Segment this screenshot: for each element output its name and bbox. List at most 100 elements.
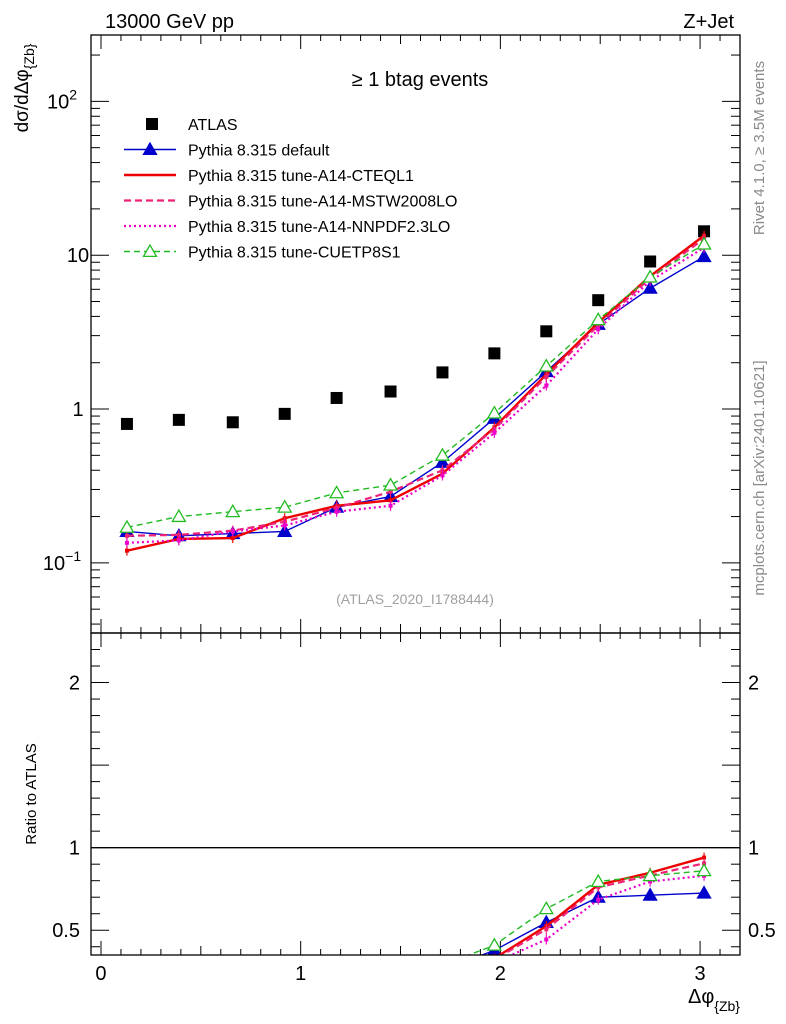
series-point-cuetp8s1	[538, 358, 554, 372]
ratio-tick-label: 0.5	[52, 920, 80, 942]
x-tick-label: 3	[694, 963, 705, 985]
series-line-nnpdf	[126, 246, 705, 544]
ratio-point-cuetp8s1	[538, 900, 554, 915]
series-line-default	[126, 255, 705, 537]
series-point-nnpdf	[544, 383, 549, 388]
ratio-point-nnpdf	[440, 975, 444, 979]
x-axis-label: Δφ{Zb}	[688, 986, 740, 1014]
series-point-cuetp8s1	[329, 485, 345, 499]
ratio-point-mstw	[177, 981, 181, 985]
series-point-mstw	[388, 489, 393, 494]
legend: ATLAS Pythia 8.315 default Pythia 8.315 tu…	[124, 117, 457, 262]
ratio-point-mstw	[125, 980, 129, 984]
series-point-cuetp8s1	[642, 269, 658, 283]
rivet-version-label: Rivet 4.1.0, ≥ 3.5M events	[751, 61, 768, 235]
legend-label: Pythia 8.315 tune-A14-CTEQL1	[188, 168, 414, 185]
series-point-mstw	[544, 374, 549, 379]
ratio-point-cteql1	[177, 983, 181, 987]
legend-label: Pythia 8.315 tune-A14-MSTW2008LO	[188, 194, 457, 211]
ratio-point-nnpdf	[335, 981, 339, 985]
atlas-data-point	[172, 413, 185, 426]
ratio-line-cteql1	[497, 856, 705, 955]
ratio-panel-frame	[90, 632, 741, 956]
ratio-y-axis-label: Ratio to ATLAS	[23, 743, 40, 844]
atlas-data-point	[120, 417, 133, 430]
legend-marker-default	[142, 141, 158, 156]
series-point-nnpdf	[334, 509, 339, 514]
ratio-point-cuetp8s1	[278, 966, 291, 977]
y-tick-label-base: 10	[47, 91, 69, 113]
ratio-point-cuetp8s1	[642, 867, 658, 882]
y-tick-label-exponent: 2	[69, 86, 77, 102]
series-point-cuetp8s1	[225, 503, 241, 518]
ratio-point-cuetp8s1	[436, 959, 449, 970]
ratio-tick-label: 1	[69, 838, 80, 860]
y-tick-label: 10	[67, 245, 89, 267]
ratio-point-cuetp8s1	[384, 966, 397, 977]
ratio-point-default	[436, 963, 449, 974]
y-tick-label-base: 10	[67, 245, 89, 267]
x-tick-label: 2	[495, 963, 506, 985]
analysis-id: (ATLAS_2020_I1788444)	[336, 591, 494, 607]
atlas-data-point	[592, 294, 605, 307]
legend-label: Pythia 8.315 tune-CUETP8S1	[188, 245, 401, 262]
series-point-default	[277, 523, 293, 537]
ratio-point-nnpdf	[648, 879, 653, 884]
x-axis-label-main: Δφ	[688, 986, 714, 1008]
legend-entry: Pythia 8.315 tune-A14-CTEQL1	[124, 168, 414, 185]
series-point-cteql1	[230, 536, 235, 541]
atlas-data-point	[436, 366, 449, 379]
ratio-point-cteql1	[283, 976, 287, 980]
series-point-cuetp8s1	[590, 312, 606, 326]
ratio-point-cteql1	[492, 956, 496, 960]
series-point-mstw	[440, 468, 445, 473]
series-point-cuetp8s1	[696, 236, 712, 250]
ratio-point-cteql1	[125, 986, 129, 990]
y-tick-label: 10−1	[43, 548, 81, 575]
ratio-point-default	[696, 885, 712, 899]
ratio-point-cteql1	[389, 978, 393, 982]
ratio-tick-label-right: 1	[748, 838, 759, 860]
legend-atlas-marker	[146, 118, 158, 130]
series-point-default	[696, 248, 712, 263]
y-axis-label: dσ/dΔφ{Zb}	[12, 43, 37, 132]
ratio-point-cuetp8s1	[172, 967, 185, 978]
legend-entry: ATLAS	[146, 117, 238, 134]
mcplots-label: mcplots.cern.ch [arXiv:2401.10621]	[751, 360, 768, 595]
legend-entry: Pythia 8.315 tune-CUETP8S1	[124, 243, 401, 262]
series-point-cuetp8s1	[171, 508, 187, 523]
y-tick-label-base: 10	[43, 553, 65, 575]
atlas-data-point	[644, 255, 657, 268]
series-point-nnpdf	[176, 538, 181, 543]
legend-entry: Pythia 8.315 tune-A14-NNPDF2.3LO	[124, 219, 450, 236]
series-point-nnpdf	[282, 523, 287, 528]
series-point-cuetp8s1	[277, 499, 293, 513]
series-point-mstw	[176, 532, 181, 537]
series-point-nnpdf	[230, 529, 235, 534]
ratio-point-cuetp8s1	[120, 971, 133, 982]
ratio-point-mstw	[596, 885, 601, 890]
x-tick-label: 1	[295, 963, 306, 985]
ratio-tick-label-right: 0.5	[748, 920, 776, 942]
atlas-data-point	[226, 416, 239, 429]
x-axis-label-sub: {Zb}	[714, 998, 740, 1014]
process-label: Z+Jet	[683, 11, 734, 33]
ratio-point-default	[384, 972, 397, 983]
ratio-point-cuetp8s1	[486, 937, 502, 951]
series-point-nnpdf	[440, 473, 445, 478]
ratio-tick-label-right: 2	[748, 673, 759, 695]
ratio-point-default	[120, 973, 133, 984]
ratio-tick-label: 2	[69, 673, 80, 695]
series-point-nnpdf	[124, 540, 129, 545]
atlas-data-point	[278, 407, 291, 420]
series-point-nnpdf	[492, 430, 497, 435]
ratio-point-cuetp8s1	[226, 963, 239, 974]
ratio-point-cteql1	[702, 855, 707, 860]
ratio-point-cuetp8s1	[696, 862, 712, 877]
ratio-point-cteql1	[231, 982, 235, 986]
ratio-point-mstw	[544, 927, 549, 932]
y-tick-label: 102	[47, 86, 77, 113]
atlas-data-point	[384, 385, 397, 398]
